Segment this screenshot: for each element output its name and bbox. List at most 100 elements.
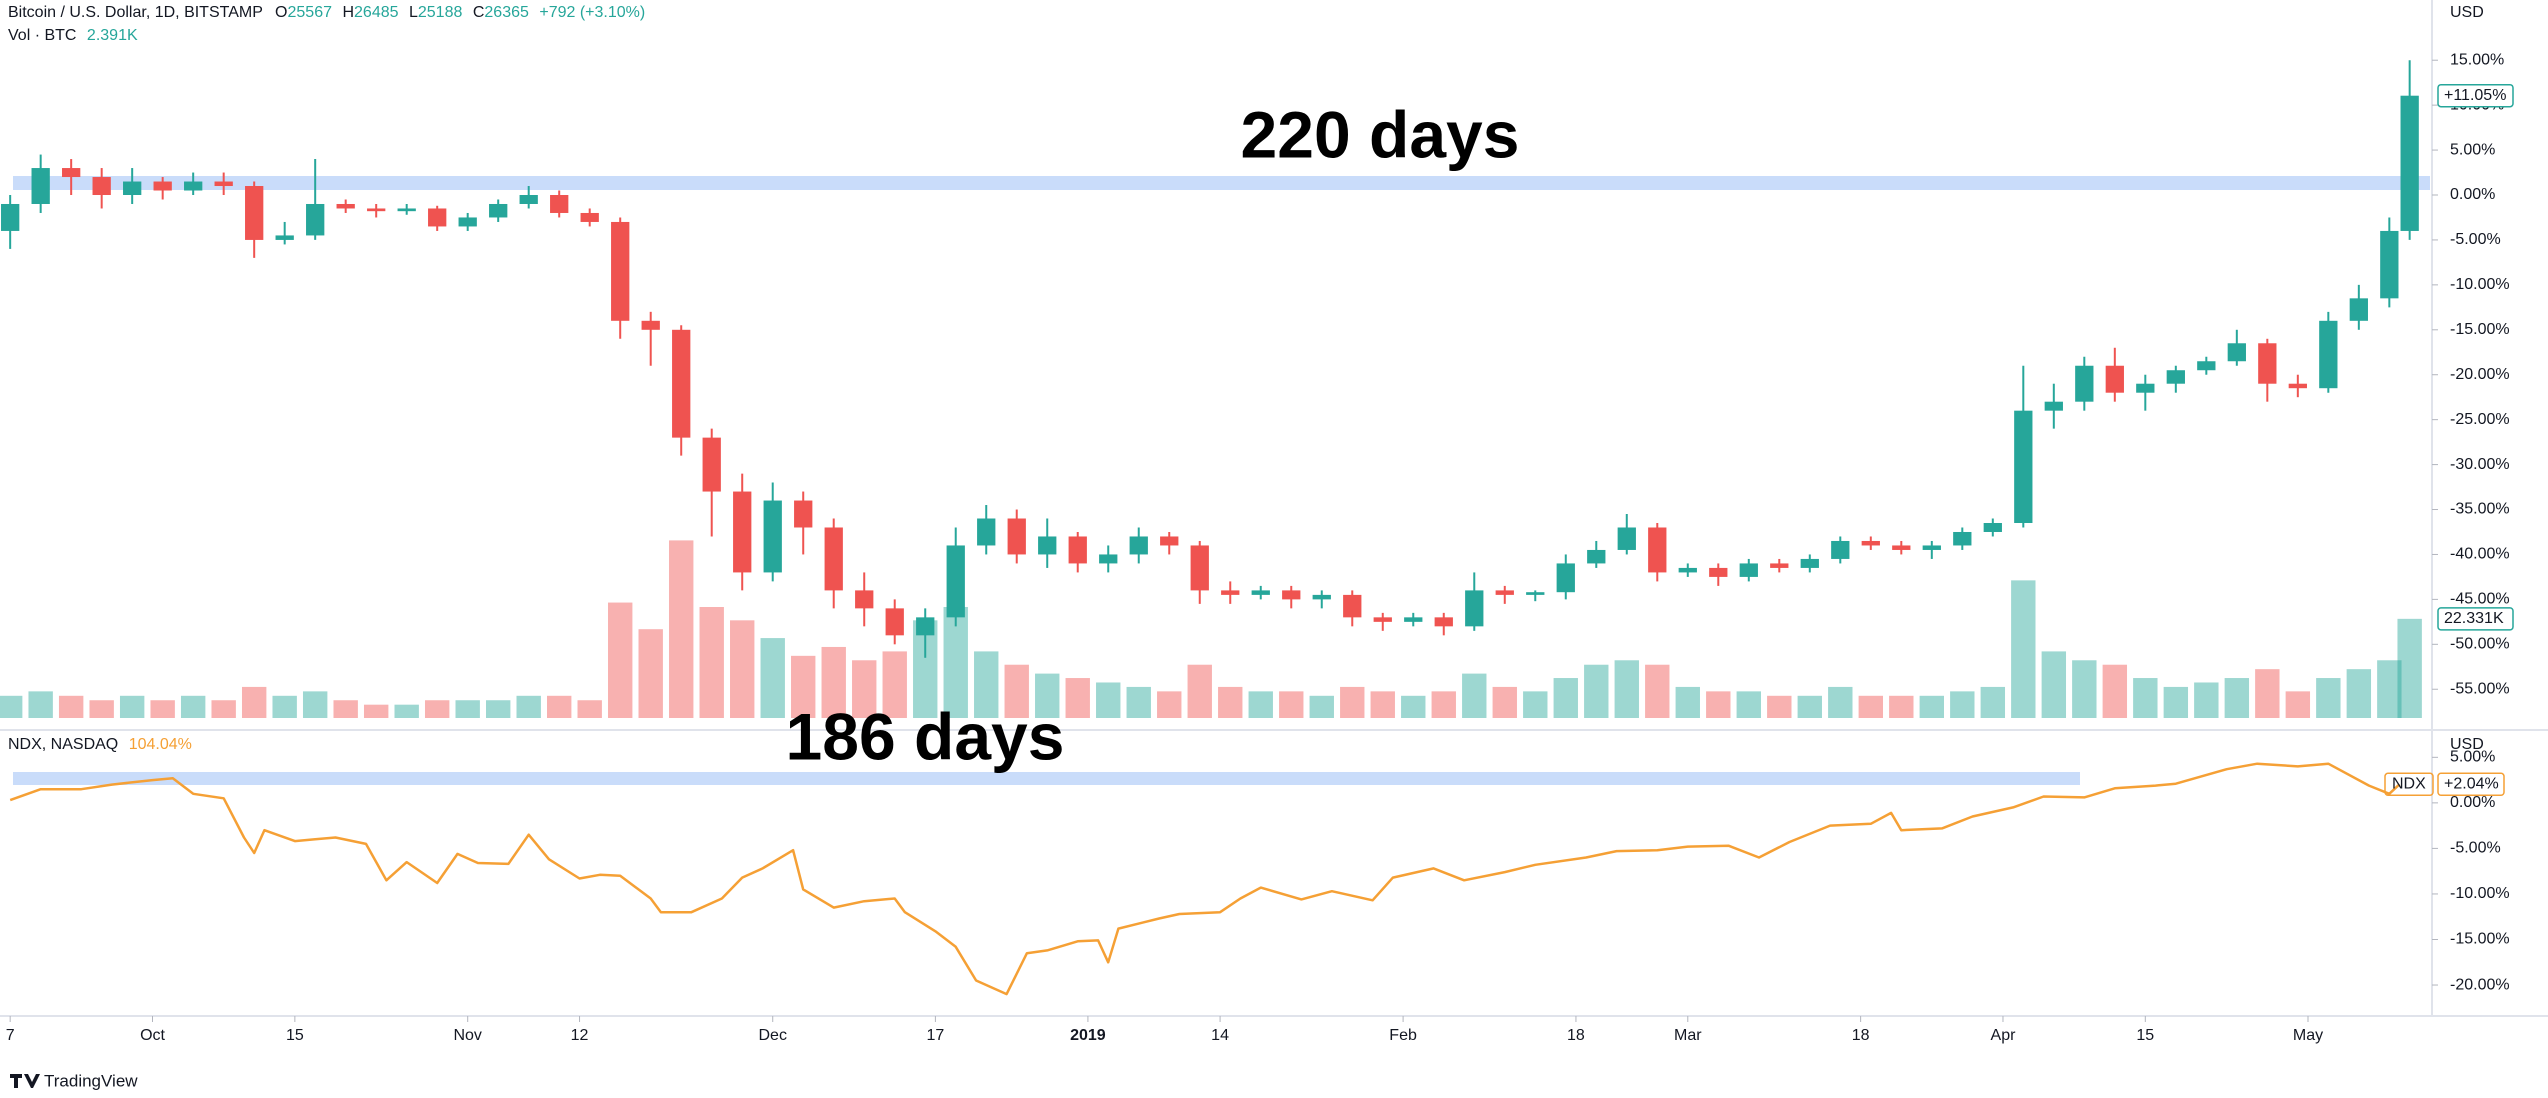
candle-body xyxy=(1221,590,1240,595)
candle-body xyxy=(1648,527,1667,573)
x-tick-label: 2019 xyxy=(1070,1027,1106,1044)
x-tick-label: May xyxy=(2293,1027,2323,1044)
candle-body xyxy=(1465,590,1484,627)
candle-body xyxy=(245,186,264,240)
volume-bar xyxy=(1797,695,1822,718)
candle-body xyxy=(336,203,355,209)
volume-bar xyxy=(272,695,297,718)
volume-bar xyxy=(730,620,755,718)
volume-bar xyxy=(180,695,206,718)
candle-body xyxy=(611,221,630,321)
candle-body xyxy=(1770,563,1789,568)
currency: USD xyxy=(2450,736,2484,753)
candle-body xyxy=(1526,592,1545,595)
candle-body xyxy=(275,235,294,240)
candle-body xyxy=(1190,545,1209,591)
candle-body xyxy=(1800,558,1819,568)
x-tick-label: Mar xyxy=(1674,1027,1702,1044)
volume-bar xyxy=(1187,664,1212,718)
volume-bar xyxy=(2072,660,2097,718)
candle-body xyxy=(580,212,599,222)
y-tick-label: -55.00% xyxy=(2450,680,2510,697)
volume-bar xyxy=(1645,664,1670,718)
candle-body xyxy=(1709,567,1728,577)
volume-bar xyxy=(516,695,541,718)
ohlc-key: C xyxy=(473,4,485,21)
candle-body xyxy=(2400,95,2419,231)
legend-entry: NDX xyxy=(2392,776,2426,793)
annotation: 186 days xyxy=(786,699,1065,773)
candle-body xyxy=(2075,365,2094,402)
candle-body xyxy=(1373,617,1392,622)
candle-body xyxy=(2105,365,2124,393)
candle-body xyxy=(1983,522,2002,532)
volume-bar xyxy=(1279,691,1304,718)
ndx-title: NDX, NASDAQ xyxy=(8,736,118,753)
volume-bar xyxy=(28,691,53,718)
ohlc-key: L xyxy=(409,4,418,21)
candle-body xyxy=(946,545,965,618)
change: +792 (+3.10%) xyxy=(539,4,645,21)
candle-body xyxy=(2319,320,2338,389)
volume-bar xyxy=(1096,682,1121,718)
volume-bar xyxy=(394,704,419,718)
volume-bar xyxy=(2011,580,2036,718)
y-tick-label: -20.00% xyxy=(2450,366,2510,383)
y-tick-label: 0.00% xyxy=(2450,794,2495,811)
y-tick-label: -35.00% xyxy=(2450,501,2510,518)
volume-bar xyxy=(2255,669,2280,718)
volume-bar xyxy=(852,660,877,718)
volume-bar xyxy=(1004,664,1029,718)
candle-body xyxy=(397,208,416,212)
volume-bar xyxy=(791,655,816,718)
volume-bar xyxy=(1980,686,2006,718)
volume-bar xyxy=(1736,691,1761,718)
volume-bar xyxy=(1340,686,1365,718)
candle-body xyxy=(31,168,50,204)
legend-box xyxy=(2384,772,2434,797)
candle-body xyxy=(916,617,935,636)
ndx-legend: NDX, NASDAQ 104.04% xyxy=(8,736,192,753)
candle-body xyxy=(1160,536,1179,546)
x-tick-label: 18 xyxy=(1852,1027,1870,1044)
volume-bar xyxy=(1584,664,1609,718)
volume-bar xyxy=(333,700,358,718)
candle-body xyxy=(306,203,325,236)
candle-body xyxy=(428,208,447,227)
candle-body xyxy=(1739,563,1758,577)
y-tick-label: -5.00% xyxy=(2450,231,2501,248)
volume-bar xyxy=(89,700,114,718)
volume-bar xyxy=(1248,691,1273,718)
volume-bar xyxy=(760,638,785,718)
candle-body xyxy=(367,208,386,212)
candle-body xyxy=(1007,518,1026,555)
volume-bar xyxy=(1126,686,1151,718)
candle-body xyxy=(1617,527,1636,550)
candle-body xyxy=(1343,594,1362,618)
candle-body xyxy=(1434,617,1453,627)
candle-body xyxy=(1922,545,1941,550)
volume-bar xyxy=(2102,664,2128,718)
y-tick-label: -10.00% xyxy=(2450,885,2510,902)
candle-body xyxy=(2380,230,2399,299)
x-tick-label: 17 xyxy=(926,1027,944,1044)
candle-body xyxy=(92,177,111,196)
volume-bar xyxy=(1553,678,1578,718)
y-tick-label: -15.00% xyxy=(2450,321,2510,338)
y-tick-label: -5.00% xyxy=(2450,840,2501,857)
volume-bar xyxy=(1309,695,1334,718)
candle-body xyxy=(2014,410,2033,523)
volume-bar xyxy=(882,651,907,718)
candle-body xyxy=(1068,536,1087,564)
candle-body xyxy=(824,527,843,591)
volume-bar xyxy=(2041,651,2067,718)
volume-bar xyxy=(1614,660,1639,718)
volume-bar xyxy=(1858,695,1883,718)
volume-bar xyxy=(821,646,846,718)
volume-bar xyxy=(1462,673,1487,718)
y-tick-label: -45.00% xyxy=(2450,591,2510,608)
volume-bar xyxy=(1065,678,1090,718)
volume-bar xyxy=(1492,686,1517,718)
value-marker xyxy=(2437,83,2514,108)
volume-bar xyxy=(1675,686,1700,718)
